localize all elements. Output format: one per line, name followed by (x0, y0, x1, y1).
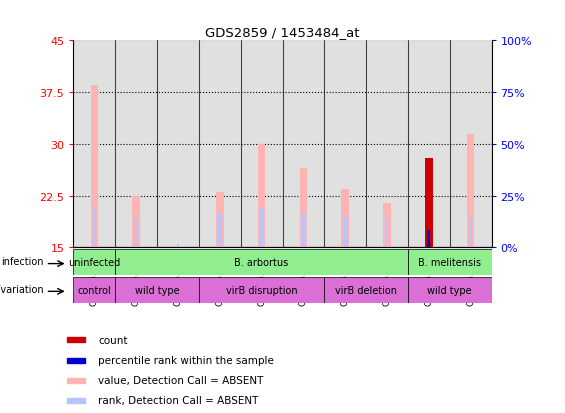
Bar (469, 217, 472, 248)
Bar (450, 41, 492, 248)
Text: infection: infection (2, 256, 44, 266)
Bar (73, 278, 115, 303)
Bar (67, 338, 85, 343)
Bar (408, 41, 450, 248)
Text: virB disruption: virB disruption (226, 285, 297, 295)
Bar (157, 41, 199, 248)
Text: percentile rank within the sample: percentile rank within the sample (98, 355, 274, 365)
Bar (366, 41, 408, 248)
Bar (344, 217, 347, 248)
Text: wild type: wild type (428, 285, 472, 295)
Bar (408, 278, 492, 303)
Bar (282, 41, 324, 248)
Text: genotype/variation: genotype/variation (0, 284, 44, 294)
Text: virB deletion: virB deletion (335, 285, 397, 295)
Bar (67, 398, 85, 403)
Bar (408, 250, 492, 275)
Bar (324, 41, 366, 248)
Bar (115, 278, 199, 303)
Text: control: control (77, 285, 111, 295)
Bar (324, 278, 408, 303)
Bar (241, 41, 282, 248)
Bar (467, 134, 475, 248)
Text: rank, Detection Call = ABSENT: rank, Detection Call = ABSENT (98, 395, 259, 405)
Text: wild type: wild type (135, 285, 179, 295)
Bar (67, 377, 85, 382)
Text: B. arbortus: B. arbortus (234, 258, 289, 268)
Bar (132, 196, 140, 248)
Bar (341, 189, 349, 248)
Bar (258, 145, 266, 248)
Bar (218, 214, 221, 248)
Bar (425, 158, 433, 248)
Bar (427, 230, 431, 248)
Text: uninfected: uninfected (68, 258, 120, 268)
Bar (216, 193, 224, 248)
Bar (199, 278, 324, 303)
Text: value, Detection Call = ABSENT: value, Detection Call = ABSENT (98, 375, 263, 385)
Bar (199, 41, 241, 248)
Bar (260, 210, 263, 248)
Bar (115, 250, 408, 275)
Bar (73, 250, 115, 275)
Bar (385, 217, 389, 248)
Bar (383, 203, 391, 248)
Bar (90, 86, 98, 248)
Bar (176, 244, 180, 248)
Bar (299, 169, 307, 248)
Bar (93, 206, 96, 248)
Text: count: count (98, 335, 128, 345)
Bar (73, 41, 115, 248)
Bar (134, 217, 138, 248)
Bar (115, 41, 157, 248)
Bar (67, 358, 85, 363)
Text: B. melitensis: B. melitensis (418, 258, 481, 268)
Bar (302, 214, 305, 248)
Title: GDS2859 / 1453484_at: GDS2859 / 1453484_at (205, 26, 360, 39)
